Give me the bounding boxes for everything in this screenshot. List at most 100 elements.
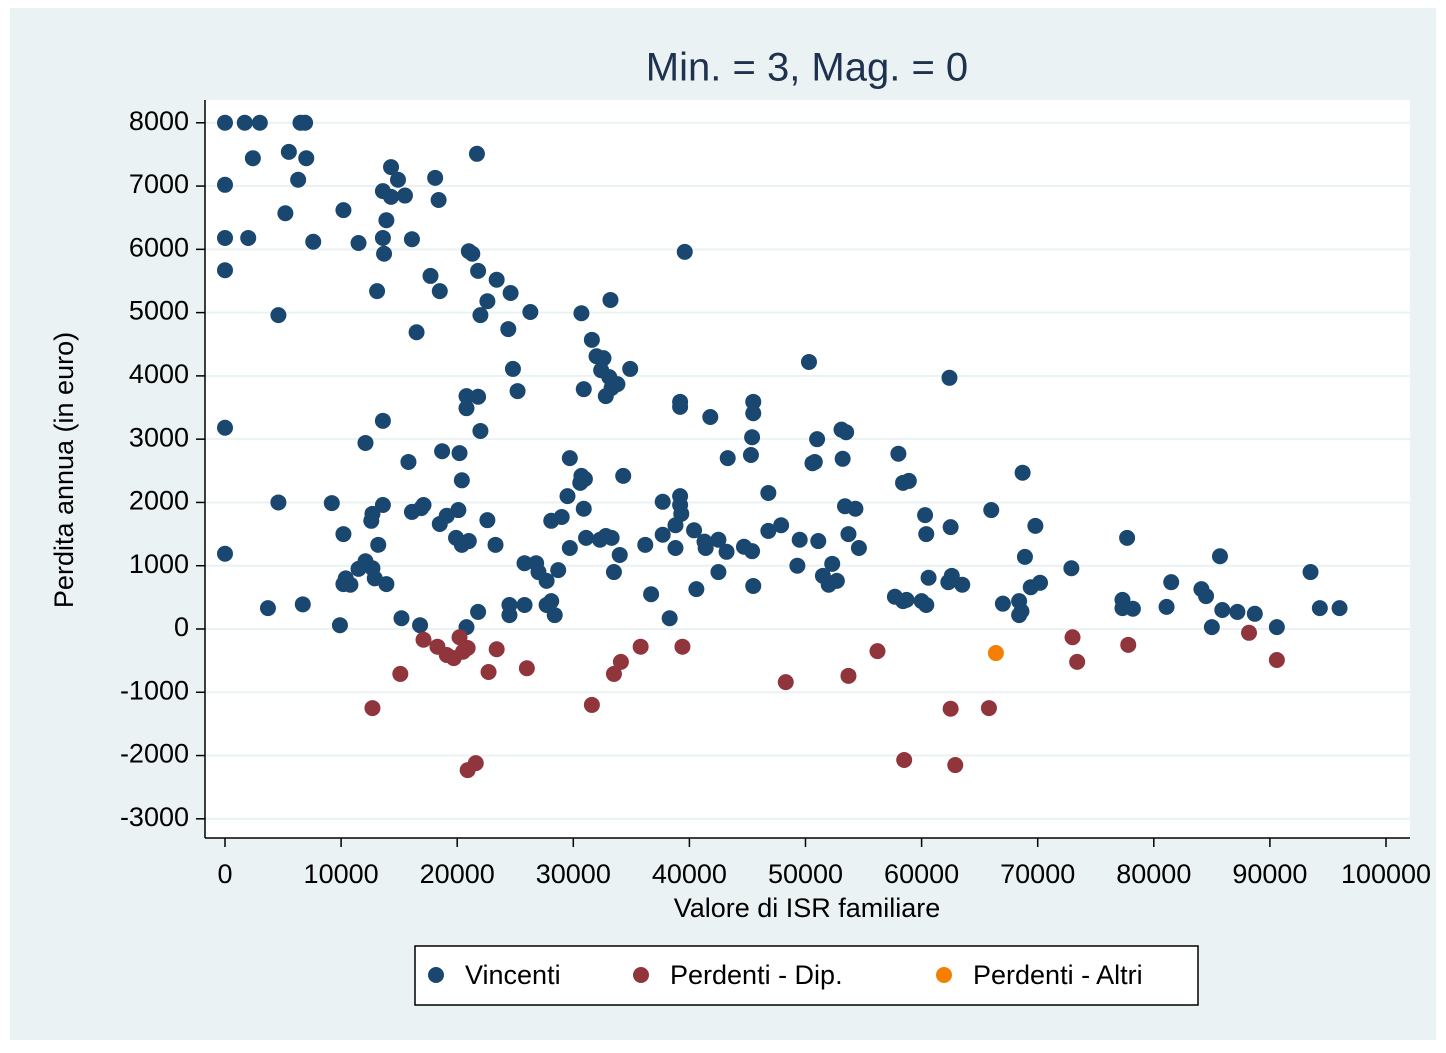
point	[1214, 602, 1231, 619]
legend-marker	[936, 967, 952, 983]
chart-title: Min. = 3, Mag. = 0	[646, 46, 968, 90]
y-tick-label: 7000	[129, 169, 189, 199]
point	[1063, 560, 1080, 577]
point	[487, 536, 504, 553]
point	[1241, 624, 1258, 641]
point	[800, 353, 817, 370]
y-tick-label: 3000	[129, 422, 189, 452]
point	[667, 540, 684, 557]
point	[422, 267, 439, 284]
point	[434, 443, 451, 460]
point	[1120, 636, 1137, 653]
point	[1163, 574, 1180, 591]
point	[744, 543, 761, 560]
point	[745, 577, 762, 594]
point	[896, 751, 913, 768]
point	[488, 271, 505, 288]
point	[290, 171, 307, 188]
x-tick-label: 30000	[536, 859, 611, 889]
x-axis-label: Valore di ISR familiare	[674, 893, 941, 923]
point	[575, 381, 592, 398]
point	[710, 564, 727, 581]
point	[869, 643, 886, 660]
point	[611, 546, 628, 563]
x-tick-label: 10000	[304, 859, 379, 889]
point	[603, 529, 620, 546]
point	[1013, 603, 1030, 620]
y-axis-label: Perdita annua (in euro)	[49, 332, 79, 608]
point	[806, 453, 823, 470]
point	[1064, 629, 1081, 646]
point	[370, 536, 387, 553]
point	[1211, 548, 1228, 565]
x-tick-label: 0	[217, 859, 232, 889]
point	[378, 576, 395, 593]
point	[561, 450, 578, 467]
point	[335, 202, 352, 219]
point	[686, 522, 703, 539]
point	[240, 229, 257, 246]
point	[661, 610, 678, 627]
point	[941, 369, 958, 386]
point	[583, 696, 600, 713]
point	[920, 569, 937, 586]
point	[504, 360, 521, 377]
point	[297, 114, 314, 131]
point	[470, 603, 487, 620]
x-tick-label: 60000	[884, 859, 959, 889]
point	[259, 600, 276, 617]
point	[575, 500, 592, 517]
point	[954, 576, 971, 593]
point	[427, 169, 444, 186]
point	[609, 376, 626, 393]
point	[688, 581, 705, 598]
point	[383, 188, 400, 205]
point	[850, 540, 867, 557]
point	[840, 526, 857, 543]
point	[595, 350, 612, 367]
point	[546, 607, 563, 624]
point	[376, 245, 393, 262]
point	[838, 424, 855, 441]
point	[890, 445, 907, 462]
point	[824, 555, 841, 572]
point	[500, 321, 517, 338]
legend-label: Perdenti - Dip.	[670, 960, 843, 990]
point	[396, 187, 413, 204]
point	[573, 305, 590, 322]
point	[480, 664, 497, 681]
point	[702, 409, 719, 426]
point	[383, 159, 400, 176]
x-tick-label: 90000	[1232, 859, 1307, 889]
point	[369, 283, 386, 300]
point	[323, 495, 340, 512]
point	[947, 757, 964, 774]
x-tick-label: 20000	[420, 859, 495, 889]
point	[389, 171, 406, 188]
point	[1229, 603, 1246, 620]
point	[431, 283, 448, 300]
point	[632, 638, 649, 655]
point	[1124, 600, 1141, 617]
point	[479, 512, 496, 529]
point	[459, 639, 476, 656]
legend-marker	[428, 967, 444, 983]
point	[1268, 652, 1285, 669]
point	[672, 488, 689, 505]
point	[622, 360, 639, 377]
point	[760, 522, 777, 539]
point	[559, 488, 576, 505]
point	[637, 536, 654, 553]
point	[561, 540, 578, 557]
point	[538, 572, 555, 589]
point	[350, 235, 367, 252]
point	[791, 531, 808, 548]
point	[760, 484, 777, 501]
point	[643, 586, 660, 603]
point	[654, 526, 671, 543]
legend-marker	[633, 967, 649, 983]
point	[674, 638, 691, 655]
point	[576, 471, 593, 488]
point	[236, 114, 253, 131]
point	[612, 653, 629, 670]
